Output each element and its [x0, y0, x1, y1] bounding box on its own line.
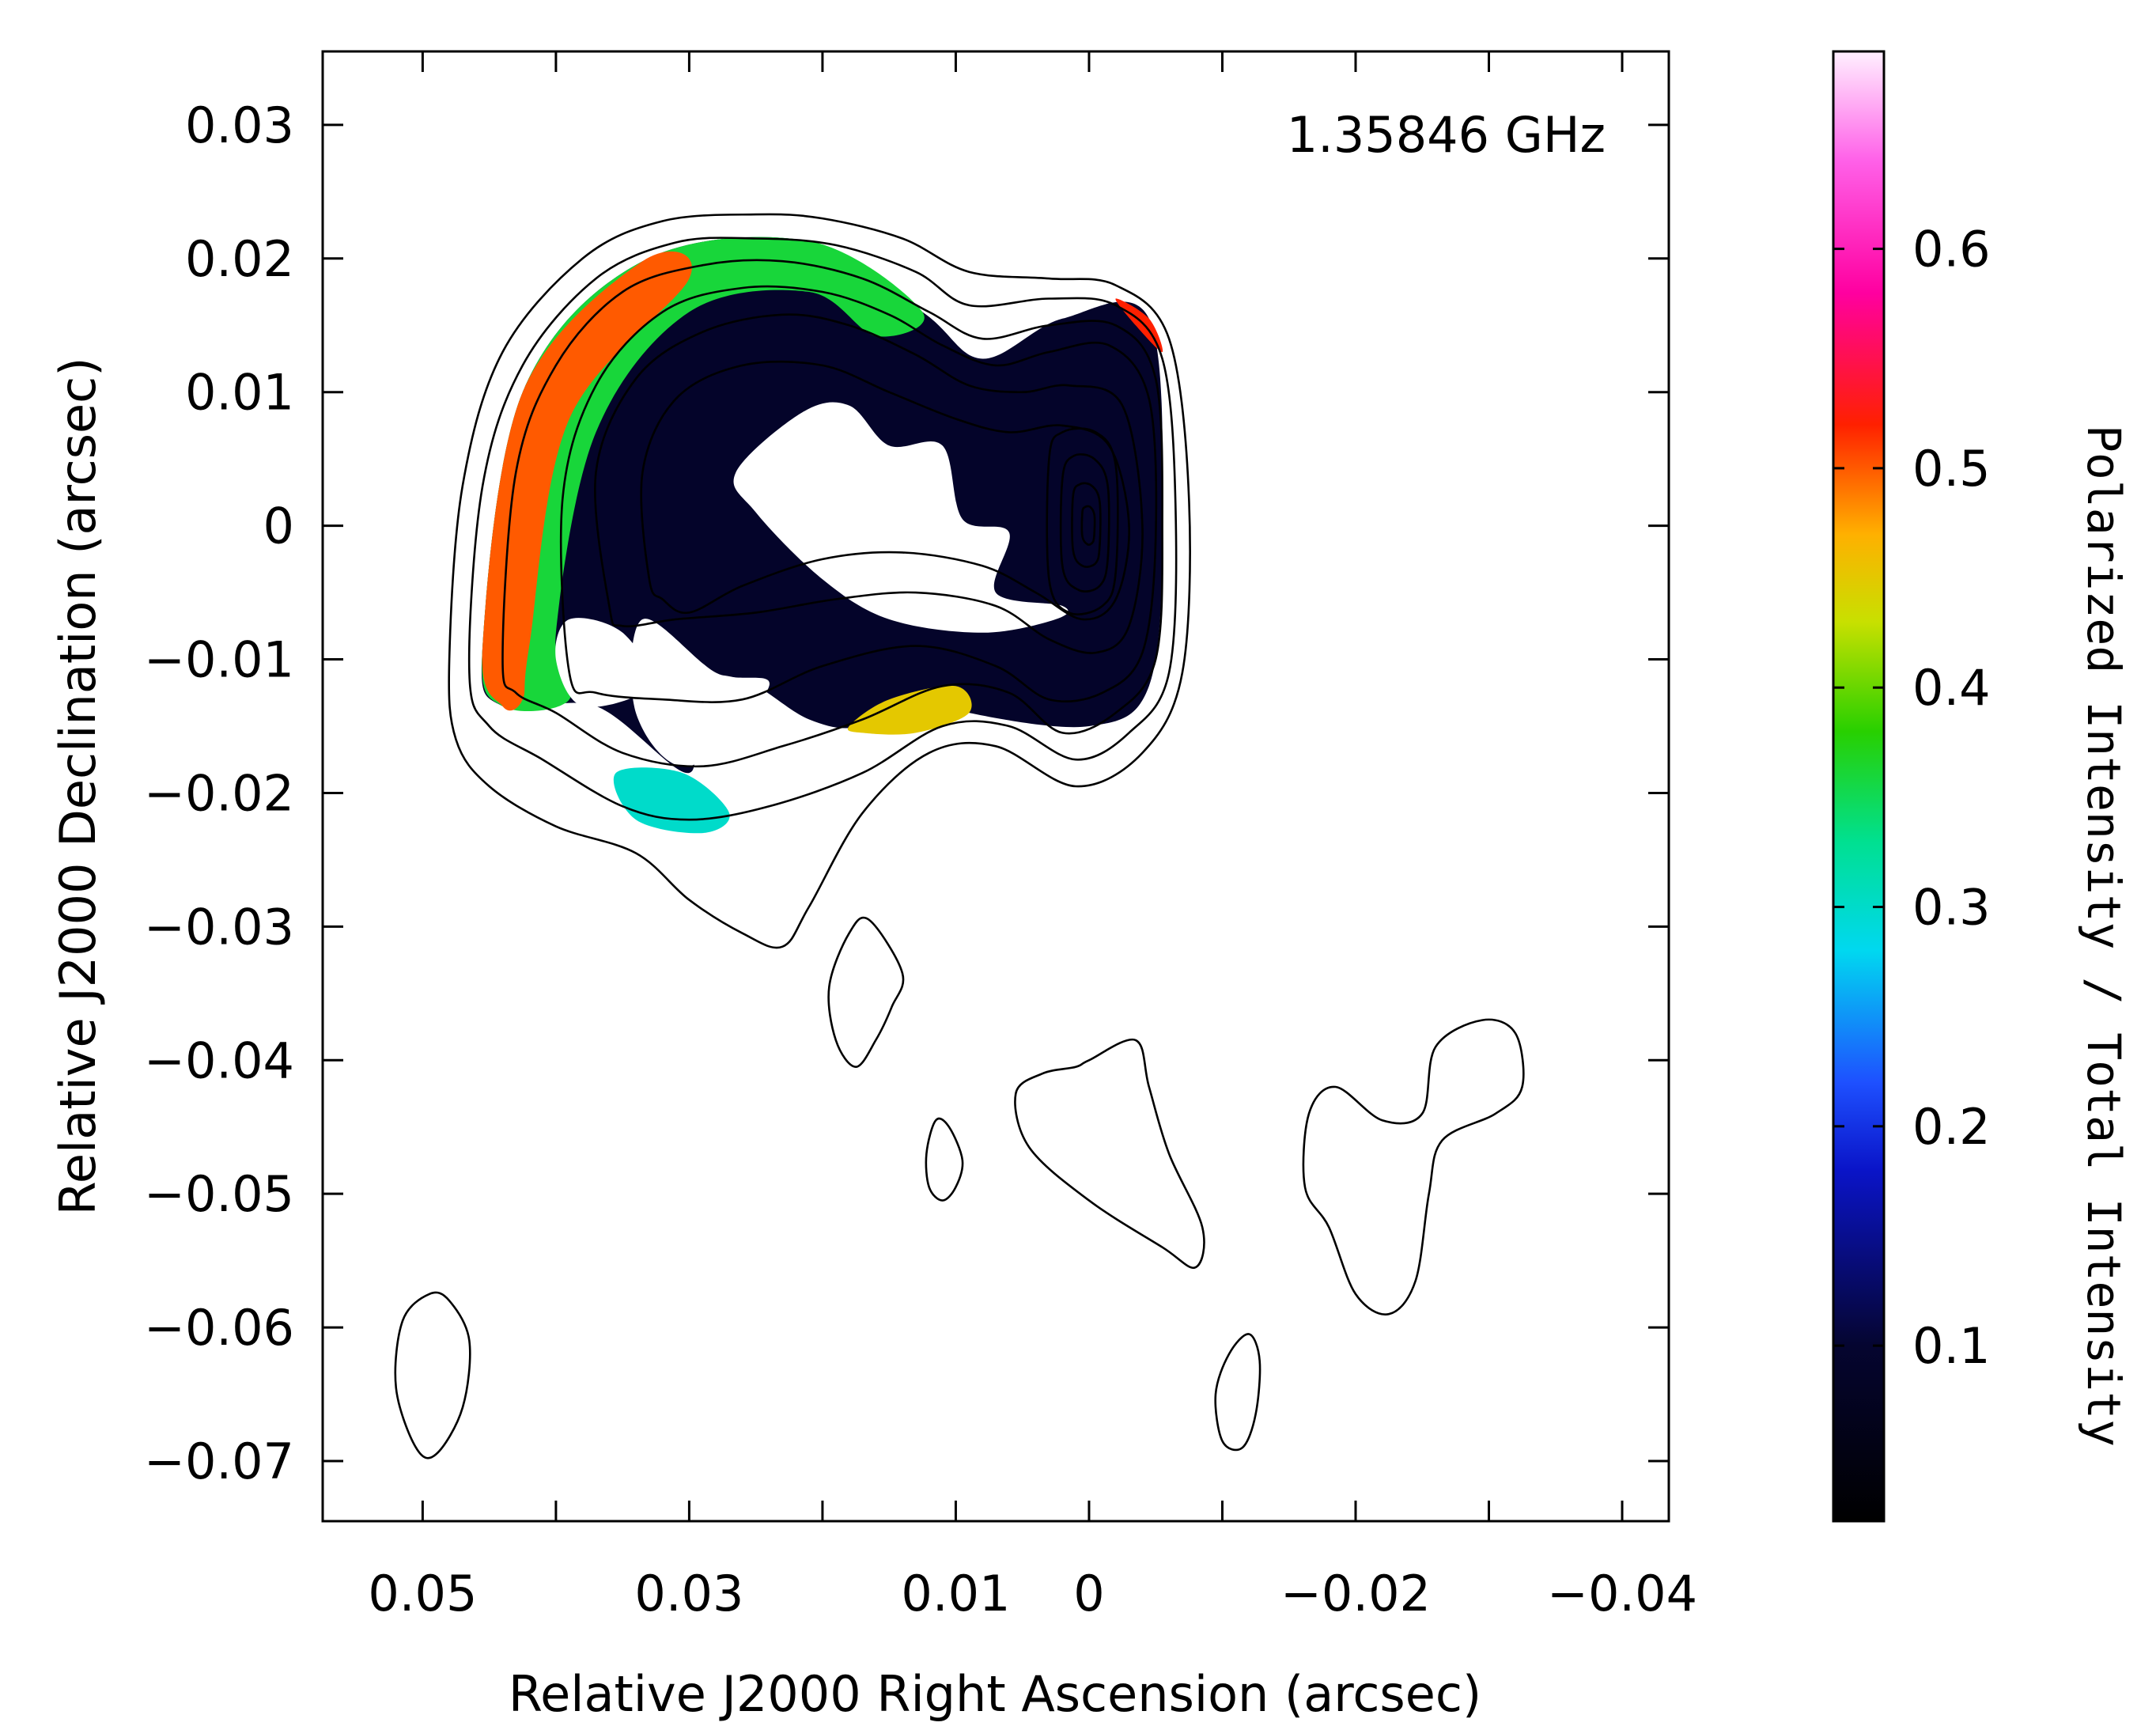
y-tick-label: 0.02	[185, 230, 294, 288]
x-tick-label: 0.03	[634, 1565, 743, 1622]
x-tick-label: 0	[1073, 1565, 1104, 1622]
colorbar-tick-label: 0.2	[1912, 1098, 1991, 1156]
pol-region-southern-spot	[847, 685, 972, 735]
contour-island-e	[394, 1291, 471, 1459]
y-tick-label: 0.01	[185, 364, 294, 422]
y-axis-title: Relative J2000 Declination (arcsec)	[49, 358, 107, 1216]
colorbar-tick-label: 0.6	[1912, 221, 1991, 278]
colorbar-gradient	[1832, 50, 1886, 1523]
colorbar-tick-label: 0.1	[1912, 1317, 1991, 1375]
y-tick-label: 0	[263, 498, 294, 555]
contour-island-b	[925, 1117, 964, 1202]
contour-core-2	[1059, 453, 1110, 592]
x-tick-label: 0.05	[368, 1565, 477, 1622]
x-tick-label: −0.02	[1280, 1565, 1431, 1622]
contour-core-4	[1080, 505, 1096, 546]
polarization-image	[481, 237, 1163, 834]
contour-contour-6	[640, 360, 1130, 621]
contour-contour-2	[467, 237, 1178, 821]
y-tick-label: −0.06	[144, 1299, 294, 1357]
contour-core-3	[1071, 482, 1102, 568]
contour-contour-3	[501, 259, 1163, 768]
contour-contour-5	[594, 313, 1144, 654]
y-tick-label: −0.01	[144, 631, 294, 689]
y-tick-label: −0.02	[144, 764, 294, 822]
colorbar-tick-label: 0.5	[1912, 440, 1991, 498]
pol-hole-south-gap	[630, 619, 770, 767]
plot-frame	[321, 50, 1670, 1523]
axis-ticks	[323, 51, 1669, 1521]
y-tick-label: −0.04	[144, 1032, 294, 1089]
colorbar-tick-labels: 0.1 0.2 0.3 0.4 0.5 0.6	[1912, 221, 1991, 1376]
pol-hole-southwest-notch	[555, 618, 651, 707]
pol-hole-central-gap	[733, 402, 1069, 633]
contour-island-a	[827, 916, 905, 1069]
x-tick-labels: 0.05 0.03 0.01 0 −0.02 −0.04	[368, 1565, 1697, 1622]
colorbar-title: Polarized Intensity / Total Intensity	[2077, 425, 2131, 1447]
colorbar-ticks	[1833, 248, 1884, 1347]
x-axis-title: Relative J2000 Right Ascension (arcsec)	[509, 1665, 1481, 1723]
contour-core-1	[1046, 427, 1119, 615]
contour-island-c	[1014, 1038, 1205, 1270]
total-intensity-contours	[394, 213, 1525, 1459]
y-tick-label: −0.03	[144, 898, 294, 956]
pol-region-southern-blob	[613, 767, 730, 834]
pol-region-western-rim	[482, 251, 692, 711]
y-tick-label: −0.07	[144, 1433, 294, 1490]
contour-island-d	[1302, 1018, 1525, 1315]
contour-contour-4	[559, 285, 1158, 703]
contour-island-f	[1214, 1333, 1261, 1452]
y-tick-labels: 0.03 0.02 0.01 0 −0.01 −0.02 −0.03 −0.04 −0.05 −0…	[144, 97, 294, 1490]
colorbar-tick-label: 0.4	[1912, 659, 1991, 717]
x-tick-label: 0.01	[901, 1565, 1010, 1622]
y-tick-label: 0.03	[185, 97, 294, 154]
y-tick-label: −0.05	[144, 1165, 294, 1223]
contour-outer-envelope	[448, 213, 1191, 949]
frequency-annotation: 1.35846 GHz	[1287, 106, 1606, 164]
x-tick-label: −0.04	[1547, 1565, 1697, 1622]
colorbar-tick-label: 0.3	[1912, 879, 1991, 937]
